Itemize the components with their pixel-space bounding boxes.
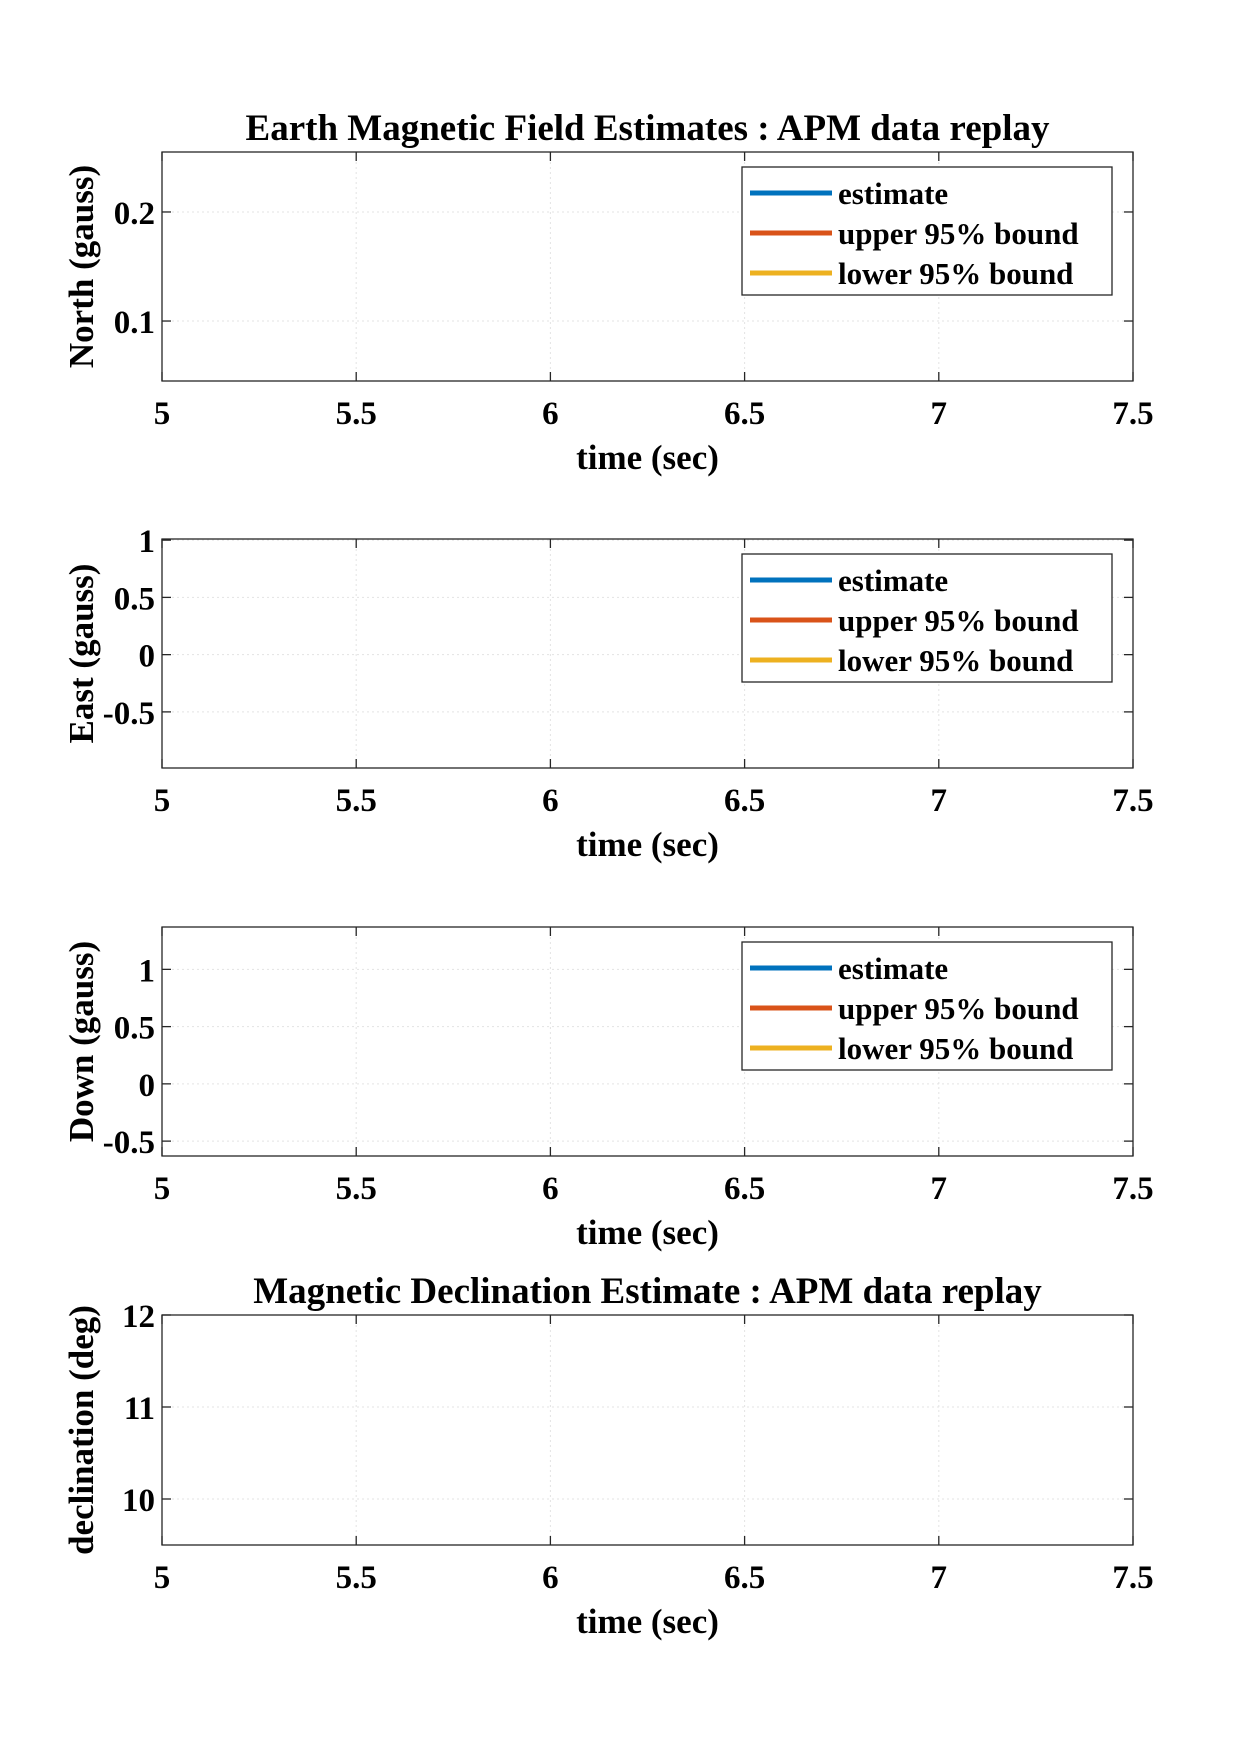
x-tick-label: 6 [542,783,559,819]
x-tick-label: 5 [154,1560,171,1596]
legend: estimate upper 95% bound lower 95% bound [741,166,1113,296]
x-tick-label: 6.5 [724,1560,765,1596]
y-tick-label: 0 [139,639,156,675]
y-tick-label: 0.5 [114,581,155,617]
subplot-3: 5 5.5 6 6.5 7 7.5 -0.5 0 0.5 1 time (sec) Down (gau… [62,926,1154,1252]
y-tick-label: 10 [122,1483,155,1519]
x-axis-label: time (sec) [576,438,719,477]
subplot-1: 5 5.5 6 6.5 7 7.5 0.1 0.2 Earth Magnetic Field E… [62,108,1154,477]
legend-label: estimate [838,563,948,598]
legend-label: lower 95% bound [838,1031,1073,1066]
x-axis-label: time (sec) [576,1602,719,1641]
x-tick-label: 7.5 [1112,783,1153,819]
x-tick-label: 7 [931,396,948,432]
legend: estimate upper 95% bound lower 95% bound [741,553,1113,683]
legend-label: estimate [838,176,948,211]
x-tick-label: 6 [542,396,559,432]
y-tick-label: 11 [124,1391,155,1427]
y-axis-label: Down (gauss) [62,941,101,1142]
x-tick-label: 6.5 [724,783,765,819]
legend-label: lower 95% bound [838,256,1073,291]
x-tick-label: 5 [154,783,171,819]
y-axis-label: declination (deg) [62,1305,101,1555]
x-tick-label: 6 [542,1171,559,1207]
y-tick-label: 12 [122,1299,155,1335]
x-axis-label: time (sec) [576,825,719,864]
legend-label: upper 95% bound [838,991,1079,1026]
y-tick-label: 0 [139,1068,156,1104]
x-axis-label: time (sec) [576,1213,719,1252]
y-tick-label: 0.1 [114,305,155,341]
y-tick-label: 1 [139,953,156,989]
subplot-2: 5 5.5 6 6.5 7 7.5 -0.5 0 0.5 1 time (sec) East (gau… [62,524,1154,864]
legend-label: lower 95% bound [838,643,1073,678]
legend-label: upper 95% bound [838,603,1079,638]
y-tick-label: 0.5 [114,1011,155,1047]
axes-box [161,1314,1134,1546]
y-axis-label: North (gauss) [62,165,101,368]
legend-label: upper 95% bound [838,216,1079,251]
subplot-4: 5 5.5 6 6.5 7 7.5 10 11 12 Magnetic Declination E… [62,1271,1154,1641]
legend-label: estimate [838,951,948,986]
x-tick-label: 7.5 [1112,1171,1153,1207]
chart-title: Earth Magnetic Field Estimates : APM dat… [246,108,1050,149]
plot-area [162,1315,1133,1545]
x-tick-label: 5 [154,1171,171,1207]
y-tick-label: -0.5 [103,1125,155,1161]
y-tick-label: 0.2 [114,196,155,232]
x-tick-label: 5.5 [336,783,377,819]
x-tick-label: 7 [931,1171,948,1207]
y-tick-label: 1 [139,524,156,560]
y-tick-label: -0.5 [103,696,155,732]
x-tick-label: 5 [154,396,171,432]
axes-box [161,926,1134,1157]
axes-box [161,151,1134,382]
x-tick-label: 6.5 [724,1171,765,1207]
x-tick-label: 7 [931,1560,948,1596]
x-tick-label: 6 [542,1560,559,1596]
x-tick-label: 5.5 [336,1171,377,1207]
x-tick-label: 7 [931,783,948,819]
x-tick-label: 7.5 [1112,396,1153,432]
x-tick-label: 6.5 [724,396,765,432]
axes-box [161,538,1134,769]
x-tick-label: 7.5 [1112,1560,1153,1596]
x-tick-label: 5.5 [336,1560,377,1596]
y-axis-label: East (gauss) [62,564,101,744]
chart-title: Magnetic Declination Estimate : APM data… [253,1271,1042,1312]
x-tick-label: 5.5 [336,396,377,432]
legend: estimate upper 95% bound lower 95% bound [741,941,1113,1071]
